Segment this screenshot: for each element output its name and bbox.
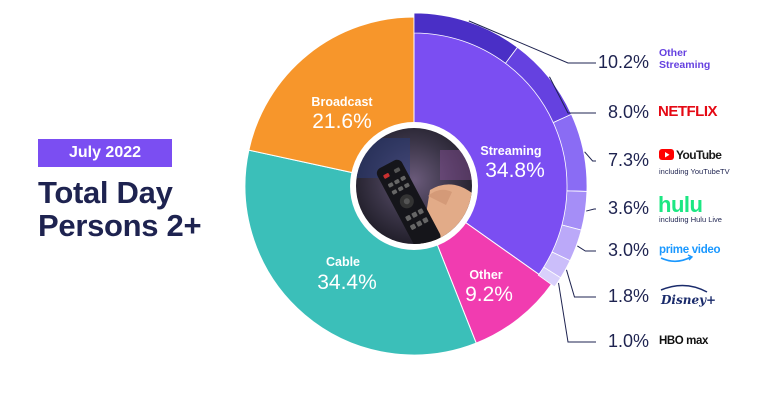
label-other: Other: [469, 268, 502, 282]
pct-disney-plus: 1.8%: [608, 286, 649, 306]
leader-line-youtube: [584, 151, 596, 162]
title-line-2: Persons 2+: [38, 208, 202, 243]
disney-arc-icon: [660, 284, 708, 293]
hulu-logo: hulu including Hulu Live: [658, 192, 722, 224]
value-cable: 34.4%: [317, 271, 377, 294]
label-cable: Cable: [326, 255, 360, 269]
value-streaming: 34.8%: [485, 159, 545, 182]
svg-text:prime video: prime video: [659, 244, 721, 256]
svg-text:YouTube: YouTube: [676, 148, 722, 162]
value-broadcast: 21.6%: [312, 110, 372, 133]
leader-line-hulu: [586, 208, 596, 212]
value-other: 9.2%: [465, 283, 513, 306]
leader-line-prime-video: [577, 245, 596, 252]
hbo-max-logo: HBO max: [659, 335, 709, 347]
leader-lines: [468, 20, 596, 343]
svg-text:Streaming: Streaming: [659, 59, 710, 71]
page-title: Total Day Persons 2+: [38, 175, 202, 243]
label-streaming: Streaming: [480, 144, 541, 158]
title-line-1: Total Day: [38, 175, 173, 210]
streaming-breakdown-ring: [413, 12, 588, 288]
pct-prime-video: 3.0%: [608, 240, 649, 260]
pct-youtube: 7.3%: [608, 150, 649, 170]
svg-text:including Hulu Live: including Hulu Live: [659, 215, 722, 224]
other-streaming-logo: Other Streaming: [659, 47, 710, 71]
pct-netflix: 8.0%: [608, 102, 649, 122]
svg-text:including YouTubeTV: including YouTubeTV: [659, 167, 730, 176]
svg-text:Other: Other: [659, 47, 687, 59]
prime-video-logo: prime video: [659, 244, 721, 263]
prime-smile-icon: [660, 256, 692, 263]
pct-hbo-max: 1.0%: [608, 331, 649, 351]
pct-hulu: 3.6%: [608, 198, 649, 218]
leader-line-disney-plus: [565, 269, 596, 298]
leader-line-hbo-max: [558, 282, 596, 343]
netflix-logo: NETFLIX: [658, 103, 717, 120]
remote-photo: [350, 122, 478, 250]
date-badge: July 2022: [38, 139, 172, 167]
leader-line-netflix: [549, 76, 596, 114]
disney-plus-logo: Disney+: [660, 284, 716, 307]
svg-text:Disney+: Disney+: [660, 293, 716, 307]
leader-line-other-streaming: [468, 20, 596, 64]
pct-other-streaming: 10.2%: [598, 52, 649, 72]
label-broadcast: Broadcast: [311, 95, 373, 109]
ring-segment-hbo-max: [537, 266, 562, 288]
youtube-logo: YouTube including YouTubeTV: [659, 148, 730, 176]
svg-text:hulu: hulu: [658, 192, 702, 217]
